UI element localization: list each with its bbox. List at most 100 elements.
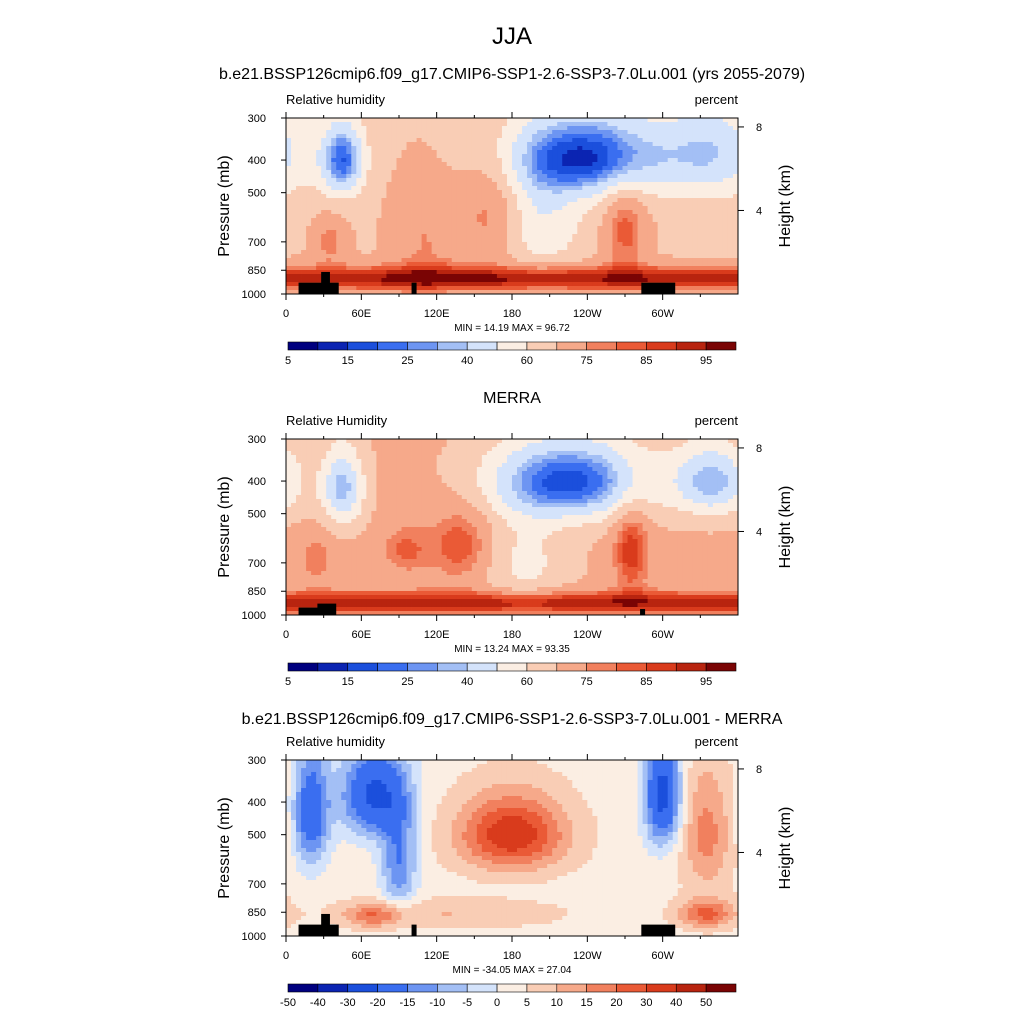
contour-cell [607,174,613,179]
contour-cell [547,186,553,191]
contour-cell [672,158,679,163]
contour-cell [346,262,352,267]
contour-cell [456,154,463,159]
contour-cell [391,126,397,131]
x-tick-label: 60E [352,308,372,320]
contour-cell [682,198,689,203]
contour-cell [512,126,518,131]
contour-cell [381,118,387,123]
contour-cell [607,222,613,227]
contour-cell [411,182,417,187]
contour-cell [627,138,633,143]
contour-cell [286,278,292,283]
contour-cell [351,230,357,235]
contour-cell [577,154,583,159]
contour-cell [356,443,362,448]
contour-cell [486,118,493,123]
contour-cell [451,118,458,123]
contour-cell [426,222,433,227]
contour-cell [411,242,417,247]
contour-cell [697,218,704,223]
contour-cell [421,206,428,211]
contour-cell [291,479,297,484]
contour-cell [401,194,407,199]
contour-cell [356,218,362,223]
contour-cell [582,290,588,295]
contour-cell [461,242,468,247]
contour-cell [491,178,498,183]
contour-cell [456,170,463,175]
contour-cell [366,162,372,167]
contour-cell [486,471,493,476]
contour-cell [351,238,357,243]
contour-cell [627,451,633,456]
contour-cell [607,210,613,215]
contour-cell [682,142,689,147]
contour-cell [496,451,503,456]
contour-cell [597,126,603,131]
contour-cell [466,230,473,235]
contour-cell [486,286,493,291]
contour-cell [562,234,568,239]
contour-cell [431,242,438,247]
contour-cell [547,286,553,291]
contour-cell [692,190,699,195]
contour-cell [607,226,613,231]
contour-cell [416,451,422,456]
contour-cell [557,467,563,472]
contour-cell [577,174,583,179]
contour-cell [411,270,417,275]
colorbar-swatch [705,341,737,351]
contour-cell [286,202,292,207]
contour-cell [431,258,438,263]
contour-cell [572,463,578,468]
contour-cell [471,254,478,259]
contour-cell [627,475,633,480]
contour-cell [662,222,669,227]
contour-cell [517,459,523,464]
contour-cell [421,230,428,235]
contour-cell [622,439,628,444]
contour-cell [582,174,588,179]
contour-cell [341,230,347,235]
contour-cell [486,234,493,239]
contour-cell [697,290,704,295]
contour-cell [501,202,508,207]
contour-cell [291,451,297,456]
contour-cell [642,455,648,460]
contour-cell [607,262,613,267]
contour-cell [717,290,724,295]
contour-cell [291,258,297,263]
contour-cell [381,258,387,263]
contour-cell [446,238,453,243]
contour-cell [496,475,503,480]
contour-cell [722,162,729,167]
contour-cell [592,226,598,231]
contour-cell [441,447,448,452]
contour-cell [717,182,724,187]
contour-cell [707,218,714,223]
contour-cell [707,182,714,187]
contour-cell [707,447,714,452]
contour-cell [672,246,679,251]
contour-cell [577,282,583,287]
contour-cell [702,206,709,211]
contour-cell [697,234,704,239]
contour-cell [301,118,307,123]
contour-cell [517,274,523,279]
contour-cell [316,182,322,187]
contour-cell [552,266,558,271]
contour-cell [537,439,543,444]
contour-cell [627,439,633,444]
contour-cell [506,455,513,460]
contour-cell [431,262,438,267]
contour-cell [316,270,322,275]
contour-cell [642,206,648,211]
contour-cell [481,194,488,199]
contour-cell [436,122,443,127]
contour-cell [436,467,443,472]
contour-cell [607,274,613,279]
contour-cell [572,174,578,179]
contour-cell [381,479,387,484]
contour-cell [552,182,558,187]
